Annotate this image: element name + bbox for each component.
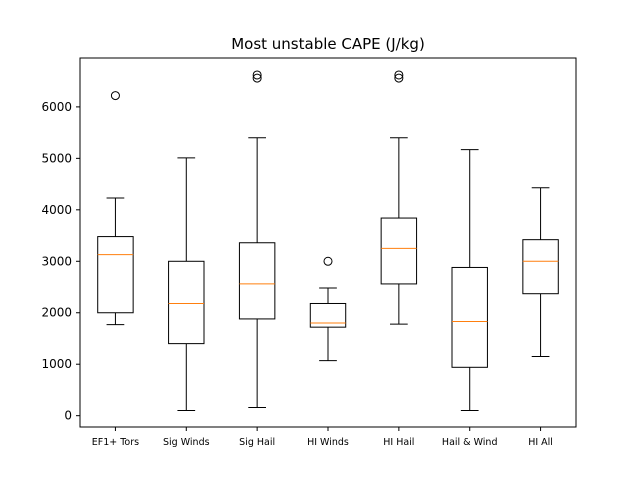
- box-group: [451, 149, 488, 412]
- x-axis: EF1+ Tors Sig Winds Sig Hail HI Winds HI Hai…: [92, 427, 553, 448]
- box-group: [238, 70, 276, 408]
- box-iqr: [97, 236, 134, 314]
- y-tick-label: 2000: [41, 306, 72, 320]
- outlier-point: [323, 256, 333, 266]
- box-iqr: [238, 242, 276, 320]
- y-tick-label: 1000: [41, 357, 72, 371]
- y-tick-label: 6000: [41, 100, 72, 114]
- x-tick-label: HI Hail: [383, 437, 414, 448]
- chart-title: Most unstable CAPE (J/kg): [231, 35, 425, 53]
- x-tick-label: Hail & Wind: [442, 437, 498, 448]
- box-iqr: [451, 266, 488, 368]
- x-tick-label: EF1+ Tors: [92, 437, 139, 448]
- boxes-layer: [97, 70, 559, 412]
- y-tick-label: 3000: [41, 254, 72, 268]
- box-iqr: [309, 302, 347, 328]
- box-group: [380, 70, 418, 325]
- box-iqr: [380, 217, 418, 285]
- outlier-point: [110, 91, 120, 101]
- box-group: [309, 256, 347, 362]
- y-tick-label: 0: [64, 409, 72, 423]
- x-tick-label: HI All: [528, 437, 553, 448]
- x-tick-label: Sig Hail: [239, 437, 275, 448]
- box-group: [97, 91, 134, 326]
- outlier-point: [394, 73, 404, 83]
- outlier-point: [394, 70, 404, 80]
- plot-area-frame: [79, 57, 577, 428]
- y-tick-label: 5000: [41, 151, 72, 165]
- outlier-point: [252, 70, 262, 80]
- outlier-point: [252, 73, 262, 83]
- box-group: [522, 187, 559, 357]
- box-group: [168, 157, 205, 412]
- y-tick-label: 4000: [41, 203, 72, 217]
- x-tick-label: HI Winds: [307, 437, 349, 448]
- box-iqr: [168, 260, 205, 345]
- y-axis: 0 1000 2000 3000 4000 5000 6000: [41, 100, 80, 423]
- box-iqr: [522, 239, 559, 295]
- x-tick-label: Sig Winds: [163, 437, 210, 448]
